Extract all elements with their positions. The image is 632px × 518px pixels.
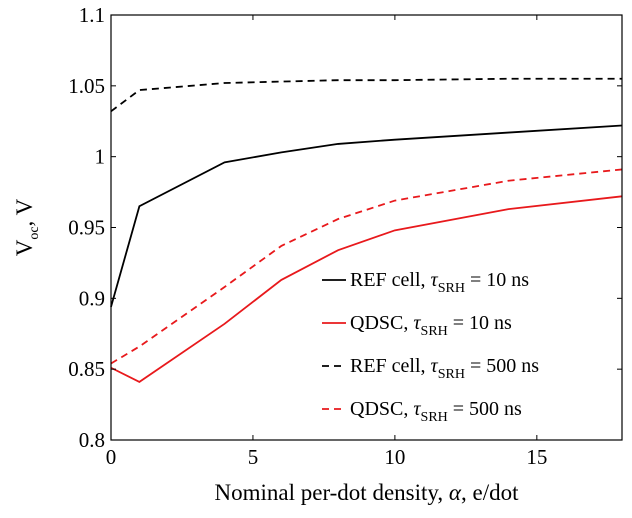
y-tick-label: 1.05 [68,74,105,98]
legend-entry-3: REF cell, τSRH = 500 ns [350,355,539,382]
x-tick-label: 10 [384,445,405,469]
x-axis-label-alpha: α [449,480,462,505]
series-line-2 [110,195,623,383]
y-axis-label-sub: oc [27,226,42,239]
series-line-3 [110,77,622,113]
x-tick-label: 0 [106,445,117,469]
y-tick-label: 0.9 [79,286,105,310]
legend-entry-1: REF cell, τSRH = 10 ns [350,269,529,296]
legend-sub: SRH [438,281,465,296]
series-line-4 [110,168,623,365]
y-tick-label: 1 [95,145,106,169]
legend-rest: = 10 ns [448,312,512,334]
legend-sub: SRH [421,324,448,339]
x-tick-label: 5 [248,445,259,469]
legend-tau: τ [431,355,439,377]
legend-tau: τ [431,269,439,291]
legend-rest: = 10 ns [465,269,529,291]
y-axis-label-main: V [12,239,37,256]
y-axis-label-rest: , V [12,198,37,226]
x-tick-label: 15 [526,445,547,469]
series-layer [110,77,623,383]
legend-sub: SRH [421,410,448,425]
x-axis-label-pre: Nominal per-dot density, [215,480,449,505]
y-tick-label: 1.1 [79,3,105,27]
legend-tau: τ [413,398,421,420]
ticks-layer: 0 5 10 15 0.8 0.85 0.9 0.95 1 1.05 1.1 [68,3,622,469]
y-tick-label: 0.85 [68,357,105,381]
legend-main: REF cell, [350,355,431,377]
legend-main: QDSC, [350,312,413,334]
legend-main: REF cell, [350,269,431,291]
legend-rest: = 500 ns [448,398,522,420]
legend-sub: SRH [438,367,465,382]
legend-tau: τ [413,312,421,334]
y-axis-label: Voc, V [12,198,42,256]
legend-rest: = 500 ns [465,355,539,377]
legend-entry-2: QDSC, τSRH = 10 ns [350,312,512,339]
series-line-1 [110,124,623,308]
y-tick-label: 0.8 [79,428,105,452]
x-axis-label: Nominal per-dot density, α, e/dot [215,480,520,505]
legend-entry-4: QDSC, τSRH = 500 ns [350,398,522,425]
x-axis-label-post: , e/dot [461,480,519,505]
y-tick-label: 0.95 [68,216,105,240]
legend-main: QDSC, [350,398,413,420]
